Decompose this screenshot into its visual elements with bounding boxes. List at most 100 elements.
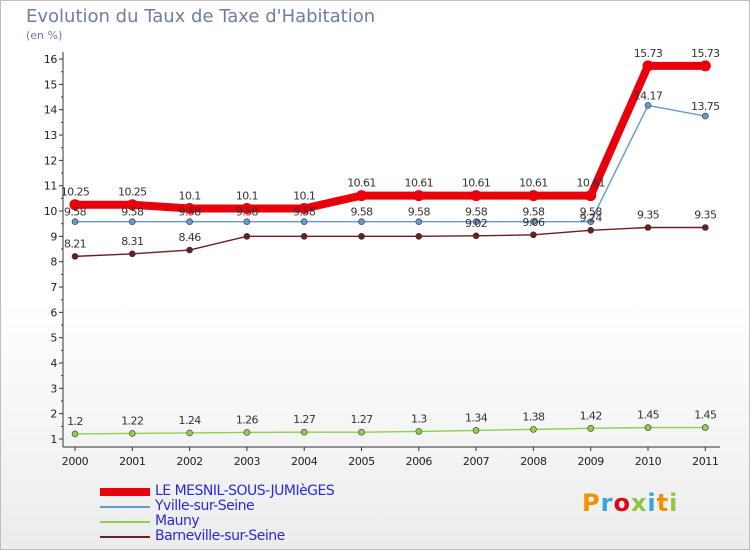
data-point xyxy=(701,224,709,231)
data-label: 9.58 xyxy=(293,206,316,219)
data-label: 8.21 xyxy=(64,237,86,250)
y-tick-label: 8 xyxy=(50,256,57,269)
x-tick-label: 2005 xyxy=(348,455,375,468)
data-point xyxy=(644,102,652,109)
data-label: 1.34 xyxy=(465,411,488,424)
data-point xyxy=(530,426,537,433)
data-label: 1.45 xyxy=(694,409,717,422)
data-label: 10.25 xyxy=(118,186,147,199)
data-point xyxy=(472,218,480,225)
y-tick-label: 13 xyxy=(44,129,58,142)
data-point xyxy=(243,218,251,225)
data-point xyxy=(358,428,365,436)
legend-item: Mauny xyxy=(100,513,400,529)
chart-unit: (en %) xyxy=(26,29,63,42)
x-tick-label: 2008 xyxy=(520,455,547,468)
data-label: 10.61 xyxy=(462,177,491,190)
y-tick-label: 1 xyxy=(50,433,57,446)
data-point xyxy=(530,231,537,239)
x-tick-label: 2009 xyxy=(577,455,604,468)
data-point xyxy=(186,218,193,225)
data-point xyxy=(527,190,539,202)
data-label: 10.1 xyxy=(293,189,315,202)
data-point xyxy=(69,199,81,211)
data-point xyxy=(472,427,480,434)
x-tick-label: 2004 xyxy=(291,455,318,468)
data-label: 1.22 xyxy=(121,414,143,427)
data-label: 15.73 xyxy=(691,47,720,60)
data-label: 10.1 xyxy=(236,189,258,202)
data-point xyxy=(699,60,711,72)
data-label: 9.58 xyxy=(121,206,144,219)
data-point xyxy=(71,430,79,438)
y-tick-label: 12 xyxy=(44,154,57,167)
data-label: 9.06 xyxy=(522,216,545,229)
data-point xyxy=(243,233,251,240)
data-point xyxy=(358,233,365,240)
data-label: 14.17 xyxy=(634,89,663,102)
legend-item: LE MESNIL-SOUS-JUMIèGES xyxy=(100,483,400,499)
x-tick-label: 2011 xyxy=(692,455,718,468)
data-label: 9.35 xyxy=(694,208,717,221)
logo-letter: i xyxy=(647,489,657,517)
data-label: 8.31 xyxy=(121,235,143,248)
data-point xyxy=(129,250,136,258)
data-label: 9.58 xyxy=(522,206,545,219)
data-point xyxy=(530,218,537,225)
series-line xyxy=(71,61,710,213)
series-line xyxy=(74,426,706,435)
data-label: 1.2 xyxy=(67,415,83,428)
series-line xyxy=(74,104,706,223)
data-label: 1.3 xyxy=(411,412,427,425)
x-tick-label: 2010 xyxy=(635,455,662,468)
data-label: 10.61 xyxy=(519,177,548,190)
data-point xyxy=(241,202,253,214)
legend-label: LE MESNIL-SOUS-JUMIèGES xyxy=(155,483,335,499)
data-point xyxy=(300,218,308,225)
data-point xyxy=(472,232,480,240)
legend-swatch xyxy=(100,488,150,496)
data-label: 9.58 xyxy=(465,206,488,219)
data-point xyxy=(644,224,652,231)
y-tick-label: 15 xyxy=(44,78,58,91)
logo-letter: x xyxy=(630,489,648,517)
data-point xyxy=(644,424,652,431)
y-tick-label: 4 xyxy=(50,357,57,370)
data-point xyxy=(184,202,196,214)
data-point xyxy=(298,202,310,214)
data-point xyxy=(358,218,365,225)
legend-item: Barneville-sur-Seine xyxy=(100,528,400,544)
data-point xyxy=(71,253,79,260)
data-point xyxy=(415,218,423,225)
logo-letter: t xyxy=(656,489,670,517)
data-label: 9.58 xyxy=(236,206,259,219)
data-label: 9.24 xyxy=(580,211,603,224)
data-point xyxy=(129,218,136,225)
legend-label: Barneville-sur-Seine xyxy=(155,528,285,544)
x-tick-label: 2006 xyxy=(406,455,433,468)
data-label: 1.26 xyxy=(236,413,259,426)
data-label: 10.61 xyxy=(347,177,376,190)
legend-item: Yville-sur-Seine xyxy=(100,498,400,514)
data-label: 9.35 xyxy=(637,208,660,221)
legend-swatch xyxy=(100,521,150,523)
data-point xyxy=(585,190,597,202)
data-label: 15.73 xyxy=(634,47,663,60)
data-point xyxy=(71,218,79,225)
legend-swatch xyxy=(100,506,150,508)
data-point xyxy=(701,424,709,431)
y-tick-label: 9 xyxy=(50,230,57,243)
data-point xyxy=(413,190,425,202)
data-point xyxy=(126,199,138,211)
data-label: 9.58 xyxy=(179,206,202,219)
data-label: 8.46 xyxy=(179,231,202,244)
logo-letter: i xyxy=(669,489,679,517)
data-label: 9.58 xyxy=(64,206,87,219)
data-label: 1.45 xyxy=(637,409,660,422)
logo-letter: o xyxy=(613,489,631,517)
legend-label: Mauny xyxy=(155,513,200,529)
data-label: 1.27 xyxy=(293,413,316,426)
data-point xyxy=(642,60,654,72)
